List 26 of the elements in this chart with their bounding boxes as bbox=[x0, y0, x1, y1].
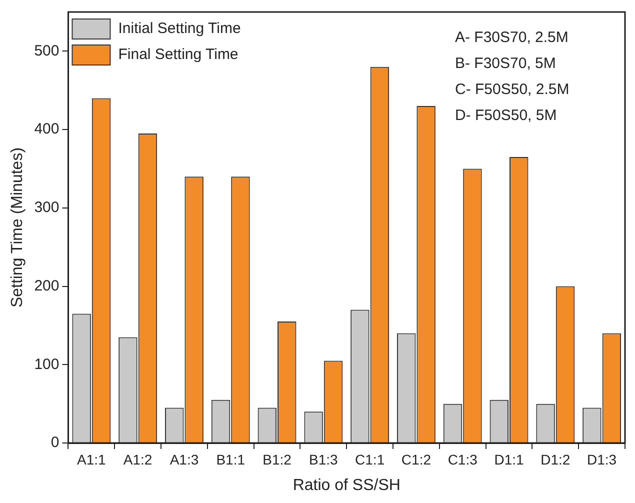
legend-label: Final Setting Time bbox=[118, 46, 238, 64]
annotation: A- F30S70, 2.5M bbox=[455, 29, 568, 46]
y-axis-title: Setting Time (Minutes) bbox=[9, 147, 26, 308]
annotation: B- F30S70, 5M bbox=[455, 55, 556, 72]
y-tick-label: 100 bbox=[34, 356, 60, 373]
x-axis-title: Ratio of SS/SH bbox=[292, 476, 400, 494]
x-tick-label: B1:3 bbox=[309, 451, 338, 468]
y-tick-label: 0 bbox=[50, 434, 60, 452]
x-tick-label: C1:1 bbox=[355, 451, 385, 468]
x-tick-label: A1:2 bbox=[123, 451, 152, 468]
x-tick-label: D1:1 bbox=[494, 451, 524, 468]
y-tick-label: 500 bbox=[34, 42, 60, 60]
x-tick-label: C1:3 bbox=[448, 451, 478, 468]
x-tick-label: B1:2 bbox=[262, 451, 292, 468]
annotation: D- F50S50, 5M bbox=[455, 107, 557, 124]
x-tick-label: B1:1 bbox=[216, 451, 246, 468]
x-tick-label: A1:3 bbox=[170, 451, 199, 468]
y-tick-label: 200 bbox=[34, 277, 60, 294]
x-tick-label: D1:3 bbox=[587, 451, 617, 468]
y-tick-label: 400 bbox=[34, 120, 60, 138]
y-tick-label: 300 bbox=[34, 199, 60, 216]
legend-label: Initial Setting Time bbox=[118, 20, 241, 38]
x-tick-label: C1:2 bbox=[401, 451, 432, 468]
x-tick-label: D1:2 bbox=[540, 451, 570, 468]
annotation: C- F50S50, 2.5M bbox=[455, 81, 570, 98]
x-tick-label: A1:1 bbox=[77, 451, 106, 468]
